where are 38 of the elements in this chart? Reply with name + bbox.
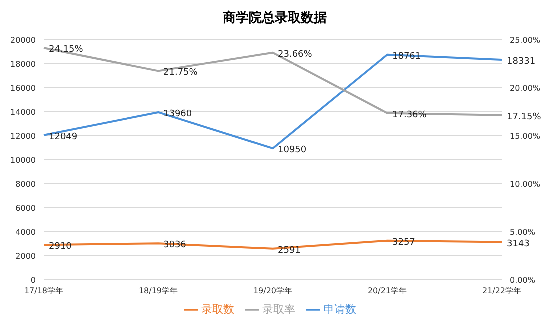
y2-tick-label: 5.00% <box>510 228 536 237</box>
data-label: 13960 <box>164 109 192 120</box>
y-tick-label: 6000 <box>16 204 36 213</box>
y-tick-label: 16000 <box>10 84 36 93</box>
data-label: 2591 <box>278 246 301 256</box>
data-label: 18331 <box>507 57 536 68</box>
data-label: 17.15% <box>507 112 542 122</box>
y2-tick-label: 0.00% <box>510 276 536 285</box>
y2-tick-label: 20.00% <box>510 84 541 93</box>
y-tick-label: 14000 <box>10 108 36 117</box>
y-tick-label: 10000 <box>10 156 36 165</box>
y-tick-label: 12000 <box>10 132 36 141</box>
y-tick-label: 18000 <box>10 60 36 69</box>
data-label: 21.75% <box>164 68 198 78</box>
y2-tick-label: 10.00% <box>510 180 541 189</box>
data-label: 3143 <box>507 239 530 250</box>
x-tick-label: 17/18学年 <box>24 286 64 296</box>
y-tick-label: 0 <box>30 276 36 285</box>
data-label: 23.66% <box>278 50 313 60</box>
x-tick-label: 19/20学年 <box>253 286 293 296</box>
data-label: 10950 <box>278 146 307 156</box>
y-tick-label: 2000 <box>16 252 36 261</box>
data-label: 24.15% <box>49 45 84 56</box>
legend-label: 录取率 <box>262 303 296 316</box>
legend-label: 申请数 <box>324 303 356 316</box>
y-tick-label: 20000 <box>10 36 36 45</box>
data-label: 17.36% <box>392 110 428 120</box>
legend-label: 录取数 <box>202 303 234 316</box>
x-tick-label: 20/21学年 <box>368 286 408 296</box>
x-tick-label: 21/22学年 <box>482 286 522 296</box>
y-tick-label: 4000 <box>16 228 36 237</box>
y2-tick-label: 25.00% <box>510 36 541 45</box>
y-tick-label: 8000 <box>16 180 36 189</box>
x-tick-label: 18/19学年 <box>138 286 178 296</box>
chart-title: 商学院总录取数据 <box>222 10 328 28</box>
line-series <box>43 47 503 116</box>
data-label: 12049 <box>49 132 78 142</box>
y2-tick-label: 15.00% <box>510 132 541 141</box>
